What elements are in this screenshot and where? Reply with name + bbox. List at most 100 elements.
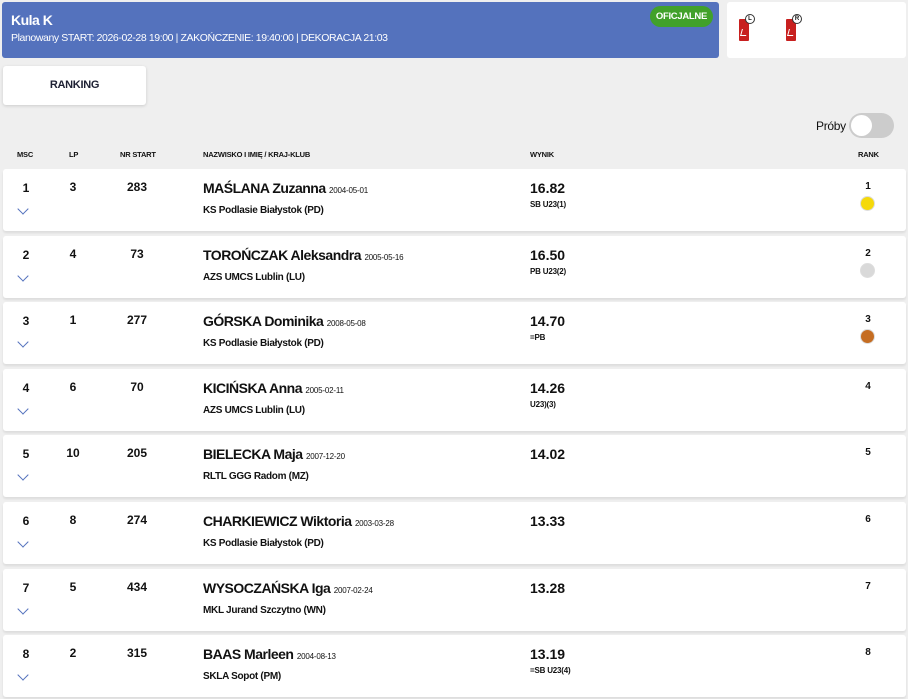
- club: KS Podlasie Białystok (PD): [203, 205, 324, 216]
- event-title: Kula K: [11, 12, 53, 28]
- club: KS Podlasie Białystok (PD): [203, 338, 324, 350]
- athlete-name[interactable]: BIELECKA Maja: [203, 446, 303, 463]
- chevron-down-icon[interactable]: [17, 536, 29, 548]
- place: 2: [22, 247, 30, 262]
- birth-date: 2003-03-28: [354, 519, 394, 528]
- lp: 10: [66, 446, 80, 461]
- birth-date: 2005-02-11: [305, 385, 344, 395]
- status-badge: OFICJALNE: [649, 6, 713, 27]
- col-name: NAZWISKO I IMIĘ / KRAJ-KLUB: [203, 150, 311, 159]
- col-result: WYNIK: [530, 150, 554, 159]
- table-row[interactable]: 4 6 70 KICIŃSKA Anna 2005-02-11 AZS UMCS…: [3, 368, 906, 431]
- athlete-name-line[interactable]: GÓRSKA Dominika 2008-05-08: [203, 313, 366, 329]
- lp: 1: [69, 313, 77, 328]
- athlete-name[interactable]: WYSOCZAŃSKA Iga: [203, 579, 331, 596]
- rank: 7: [865, 580, 871, 592]
- result: 16.82: [530, 180, 566, 196]
- table-row[interactable]: 7 5 434 WYSOCZAŃSKA Iga 2007-02-24 MKL J…: [3, 568, 906, 631]
- lp: 3: [69, 180, 77, 194]
- birth-date: 2004-05-01: [329, 186, 368, 195]
- start-number: 274: [126, 513, 148, 527]
- club: MKL Jurand Szczytno (WN): [203, 604, 326, 616]
- place: 3: [22, 314, 30, 329]
- result-note: =SB U23(4): [530, 666, 571, 676]
- birth-date: 2007-02-24: [333, 585, 373, 595]
- chevron-down-icon[interactable]: [17, 203, 29, 215]
- club: AZS UMCS Lublin (LU): [203, 271, 305, 283]
- start-number: 70: [130, 379, 144, 394]
- pdf-letter: R: [792, 14, 802, 24]
- athlete-name-line[interactable]: TOROŃCZAK Aleksandra 2005-05-16: [203, 246, 404, 263]
- start-number: 315: [126, 646, 148, 661]
- athlete-name[interactable]: KICIŃSKA Anna: [203, 379, 303, 396]
- tab-ranking[interactable]: RANKING: [3, 66, 146, 105]
- lp: 4: [69, 246, 77, 261]
- rank: 3: [865, 314, 871, 326]
- start-number: 73: [130, 246, 144, 261]
- rank: 6: [865, 514, 871, 525]
- athlete-name-line[interactable]: MAŚLANA Zuzanna 2004-05-01: [203, 180, 368, 196]
- pdf-icon[interactable]: L: [739, 14, 755, 41]
- place: 1: [22, 181, 30, 195]
- athlete-name-line[interactable]: KICIŃSKA Anna 2005-02-11: [203, 380, 344, 396]
- event-header: Kula K Planowany START: 2026-02-28 19:00…: [2, 2, 719, 58]
- athlete-name[interactable]: TOROŃCZAK Aleksandra: [203, 246, 362, 263]
- result: 13.28: [530, 579, 566, 596]
- athlete-name[interactable]: GÓRSKA Dominika: [203, 313, 324, 330]
- proby-toggle[interactable]: [849, 113, 894, 138]
- athlete-name[interactable]: BAAS Marleen: [203, 646, 294, 663]
- table-row[interactable]: 5 10 205 BIELECKA Maja 2007-12-20 RLTL G…: [3, 435, 906, 498]
- rank: 1: [865, 181, 871, 192]
- proby-label: Próby: [816, 119, 846, 133]
- result: 13.19: [530, 646, 566, 663]
- place: 4: [22, 380, 30, 395]
- start-number: 277: [126, 313, 148, 328]
- athlete-name-line[interactable]: BAAS Marleen 2004-08-13: [203, 646, 336, 662]
- athlete-name[interactable]: CHARKIEWICZ Wiktoria: [203, 513, 352, 529]
- lp: 6: [69, 379, 77, 394]
- pdf-panel: L R: [727, 2, 906, 58]
- rank: 5: [865, 447, 871, 459]
- birth-date: 2004-08-13: [296, 652, 336, 662]
- birth-date: 2005-05-16: [364, 252, 404, 262]
- result: 14.26: [530, 379, 566, 396]
- club: AZS UMCS Lublin (LU): [203, 404, 305, 416]
- chevron-down-icon[interactable]: [17, 403, 29, 415]
- result: 14.70: [530, 313, 566, 330]
- chevron-down-icon[interactable]: [17, 469, 29, 482]
- rank: 2: [865, 247, 871, 259]
- result: 16.50: [530, 246, 566, 263]
- start-number: 205: [126, 446, 148, 461]
- chevron-down-icon[interactable]: [17, 269, 29, 282]
- place: 5: [22, 447, 30, 462]
- chevron-down-icon[interactable]: [17, 669, 29, 681]
- rank: 8: [865, 647, 871, 659]
- table-row[interactable]: 3 1 277 GÓRSKA Dominika 2008-05-08 KS Po…: [3, 302, 906, 365]
- place: 6: [22, 514, 30, 528]
- result: 13.33: [530, 513, 566, 529]
- medal-icon: [860, 262, 875, 278]
- pdf-icon[interactable]: R: [786, 14, 802, 41]
- athlete-name[interactable]: MAŚLANA Zuzanna: [203, 180, 326, 196]
- col-msc: MSC: [17, 150, 34, 159]
- table-row[interactable]: 8 2 315 BAAS Marleen 2004-08-13 SKLA Sop…: [3, 635, 906, 698]
- result-note: =PB: [530, 333, 546, 343]
- start-number: 434: [126, 579, 148, 594]
- athlete-name-line[interactable]: BIELECKA Maja 2007-12-20: [203, 446, 345, 462]
- athlete-name-line[interactable]: CHARKIEWICZ Wiktoria 2003-03-28: [203, 513, 394, 529]
- lp: 5: [69, 579, 77, 594]
- athlete-name-line[interactable]: WYSOCZAŃSKA Iga 2007-02-24: [203, 580, 373, 596]
- table-row[interactable]: 1 3 283 MAŚLANA Zuzanna 2004-05-01 KS Po…: [3, 169, 906, 231]
- chevron-down-icon[interactable]: [17, 602, 29, 615]
- result-note: PB U23(2): [530, 266, 566, 276]
- table-row[interactable]: 2 4 73 TOROŃCZAK Aleksandra 2005-05-16 A…: [3, 235, 906, 298]
- rank: 4: [865, 380, 871, 392]
- lp: 8: [69, 513, 77, 527]
- club: RLTL GGG Radom (MZ): [203, 471, 309, 483]
- chevron-down-icon[interactable]: [17, 336, 29, 348]
- medal-icon: [860, 196, 875, 211]
- place: 7: [22, 580, 30, 595]
- birth-date: 2008-05-08: [326, 319, 366, 329]
- pdf-letter: L: [745, 14, 755, 24]
- table-row[interactable]: 6 8 274 CHARKIEWICZ Wiktoria 2003-03-28 …: [3, 502, 906, 564]
